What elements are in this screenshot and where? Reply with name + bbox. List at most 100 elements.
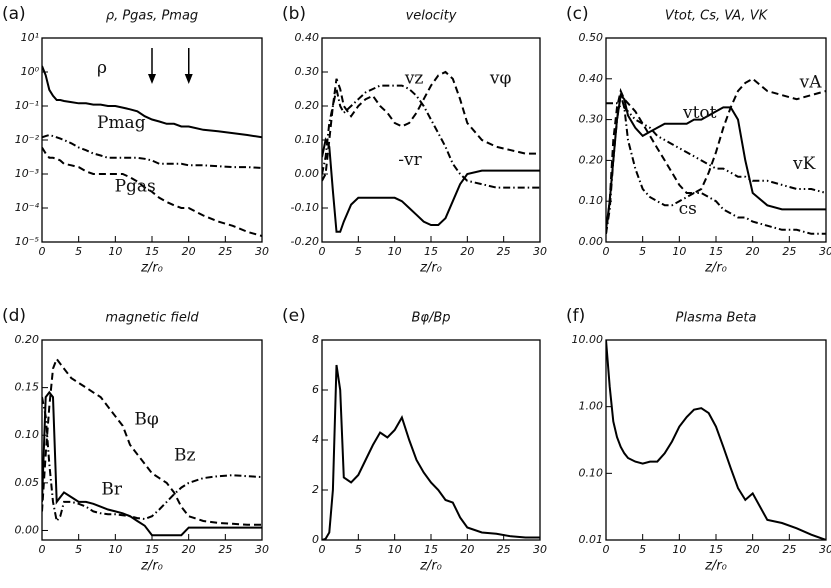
x-tick-label: 20 <box>182 543 196 556</box>
x-tick-label: 30 <box>255 543 269 556</box>
y-tick-label: 10⁻⁴ <box>15 201 40 214</box>
panel-label: (b) <box>282 4 306 24</box>
data-line <box>42 133 262 169</box>
data-line <box>42 390 262 537</box>
x-tick-label: 20 <box>460 543 474 556</box>
y-tick-label: 0.30 <box>295 65 320 78</box>
x-tick-label: 15 <box>709 543 723 556</box>
data-line <box>322 84 540 189</box>
x-tick-label: 0 <box>39 543 46 556</box>
x-tick-label: 20 <box>460 245 474 258</box>
annotation: Pgas <box>115 176 156 196</box>
x-axis-label: z/r₀ <box>704 261 728 276</box>
plot-frame <box>321 339 541 541</box>
data-line <box>42 356 262 526</box>
x-tick-label: 15 <box>145 245 159 258</box>
y-tick-label: 10¹ <box>21 31 39 44</box>
annotation: -vr <box>398 150 422 170</box>
x-axis-label: z/r₀ <box>140 559 164 574</box>
data-line <box>606 94 826 235</box>
x-tick-label: 15 <box>145 543 159 556</box>
panel-title: Vtot, Cs, VA, VK <box>665 9 769 24</box>
panel-label: (f) <box>566 306 585 326</box>
x-tick-label: 10 <box>672 245 686 258</box>
x-tick-label: 25 <box>497 245 511 258</box>
x-tick-label: 0 <box>39 245 46 258</box>
annotation: vφ <box>489 68 512 88</box>
y-tick-label: 10⁻⁵ <box>15 235 39 248</box>
y-tick-label: 0.00 <box>579 235 604 248</box>
x-tick-label: 5 <box>355 245 362 258</box>
x-tick-label: 0 <box>603 245 610 258</box>
x-tick-label: 30 <box>819 543 831 556</box>
y-tick-label: 0.30 <box>579 113 604 126</box>
x-tick-label: 10 <box>672 543 686 556</box>
y-tick-label: 2 <box>312 483 319 496</box>
x-tick-label: 30 <box>533 245 547 258</box>
panel-title: velocity <box>406 9 457 24</box>
panel-title: magnetic field <box>105 311 199 326</box>
x-tick-label: 10 <box>108 543 122 556</box>
x-tick-label: 5 <box>639 245 646 258</box>
x-tick-label: 10 <box>388 245 402 258</box>
data-line <box>42 396 262 524</box>
annotation: Bφ <box>134 410 158 430</box>
y-tick-label: 0.40 <box>579 72 604 85</box>
data-line <box>322 70 540 182</box>
panel-label: (d) <box>2 306 26 326</box>
y-tick-label: 0.20 <box>579 153 604 166</box>
x-tick-label: 25 <box>782 543 796 556</box>
panel-label: (c) <box>566 4 589 24</box>
y-tick-label: 0.50 <box>579 31 604 44</box>
x-tick-label: 5 <box>75 543 82 556</box>
x-axis-label: z/r₀ <box>419 559 443 574</box>
y-tick-label: 0.10 <box>15 428 40 441</box>
x-tick-label: 10 <box>388 543 402 556</box>
data-line <box>606 102 826 194</box>
arrow-head <box>184 74 193 84</box>
x-tick-label: 20 <box>746 245 760 258</box>
y-tick-label: 0.40 <box>295 31 320 44</box>
y-tick-label: 0.10 <box>579 194 604 207</box>
annotation: vtot <box>682 103 717 123</box>
plot-frame <box>605 339 827 541</box>
annotation: Br <box>101 480 122 500</box>
x-axis-label: z/r₀ <box>140 261 164 276</box>
x-tick-label: 25 <box>782 245 796 258</box>
annotation: vK <box>792 154 816 174</box>
y-tick-label: 0.00 <box>15 523 40 536</box>
y-tick-label: 4 <box>312 433 319 446</box>
y-tick-label: 0.10 <box>295 133 320 146</box>
annotation: cs <box>679 199 697 219</box>
y-tick-label: -0.10 <box>291 201 319 214</box>
y-tick-label: 10⁻² <box>15 133 40 146</box>
y-tick-label: 1.00 <box>579 400 604 413</box>
annotation: vA <box>799 72 823 92</box>
x-axis-label: z/r₀ <box>704 559 728 574</box>
y-tick-label: 0.20 <box>295 99 320 112</box>
arrow-head <box>148 74 156 84</box>
x-tick-label: 25 <box>218 245 232 258</box>
x-axis-label: z/r₀ <box>419 261 443 276</box>
x-tick-label: 30 <box>533 543 547 556</box>
y-tick-label: 0.20 <box>15 333 40 346</box>
y-tick-label: 10⁻¹ <box>15 99 39 112</box>
x-tick-label: 5 <box>75 245 82 258</box>
y-tick-label: 0 <box>312 533 319 546</box>
y-tick-label: 10⁰ <box>21 65 40 78</box>
y-tick-label: 6 <box>312 383 319 396</box>
x-tick-label: 30 <box>255 245 269 258</box>
annotation: ρ <box>97 58 107 78</box>
annotation: Pmag <box>97 113 146 133</box>
y-tick-label: -0.20 <box>291 235 319 248</box>
y-tick-label: 10.00 <box>572 333 604 346</box>
data-line <box>42 65 262 139</box>
panel-title: Plasma Beta <box>676 311 757 326</box>
plot-frame <box>41 339 263 541</box>
x-tick-label: 0 <box>603 543 610 556</box>
x-tick-label: 25 <box>497 543 511 556</box>
data-line <box>606 340 826 540</box>
x-tick-label: 20 <box>182 245 196 258</box>
y-tick-label: 0.15 <box>15 381 40 394</box>
